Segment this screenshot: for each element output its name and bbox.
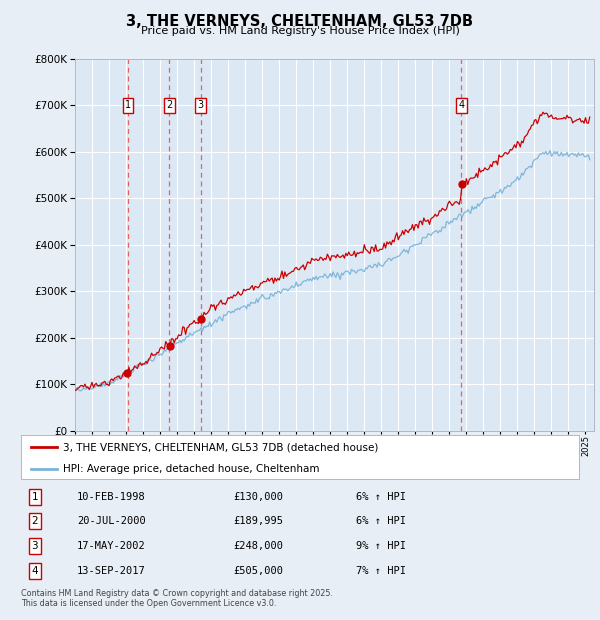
Text: 2: 2 <box>32 516 38 526</box>
Text: 2: 2 <box>166 100 173 110</box>
Text: 6% ↑ HPI: 6% ↑ HPI <box>356 516 406 526</box>
Text: 7% ↑ HPI: 7% ↑ HPI <box>356 566 406 577</box>
Text: Contains HM Land Registry data © Crown copyright and database right 2025.
This d: Contains HM Land Registry data © Crown c… <box>21 589 333 608</box>
Text: 3: 3 <box>32 541 38 551</box>
Text: £248,000: £248,000 <box>233 541 283 551</box>
Text: £130,000: £130,000 <box>233 492 283 502</box>
Text: 3: 3 <box>197 100 203 110</box>
Text: Price paid vs. HM Land Registry's House Price Index (HPI): Price paid vs. HM Land Registry's House … <box>140 26 460 36</box>
Text: 1: 1 <box>125 100 131 110</box>
Text: 10-FEB-1998: 10-FEB-1998 <box>77 492 146 502</box>
Text: 1: 1 <box>32 492 38 502</box>
Text: £505,000: £505,000 <box>233 566 283 577</box>
Text: 3, THE VERNEYS, CHELTENHAM, GL53 7DB (detached house): 3, THE VERNEYS, CHELTENHAM, GL53 7DB (de… <box>63 443 378 453</box>
Text: HPI: Average price, detached house, Cheltenham: HPI: Average price, detached house, Chel… <box>63 464 319 474</box>
Text: 17-MAY-2002: 17-MAY-2002 <box>77 541 146 551</box>
Text: 4: 4 <box>32 566 38 577</box>
Text: 3, THE VERNEYS, CHELTENHAM, GL53 7DB: 3, THE VERNEYS, CHELTENHAM, GL53 7DB <box>127 14 473 29</box>
Text: 9% ↑ HPI: 9% ↑ HPI <box>356 541 406 551</box>
Text: 6% ↑ HPI: 6% ↑ HPI <box>356 492 406 502</box>
Text: £189,995: £189,995 <box>233 516 283 526</box>
Text: 4: 4 <box>458 100 464 110</box>
Text: 13-SEP-2017: 13-SEP-2017 <box>77 566 146 577</box>
Text: 20-JUL-2000: 20-JUL-2000 <box>77 516 146 526</box>
